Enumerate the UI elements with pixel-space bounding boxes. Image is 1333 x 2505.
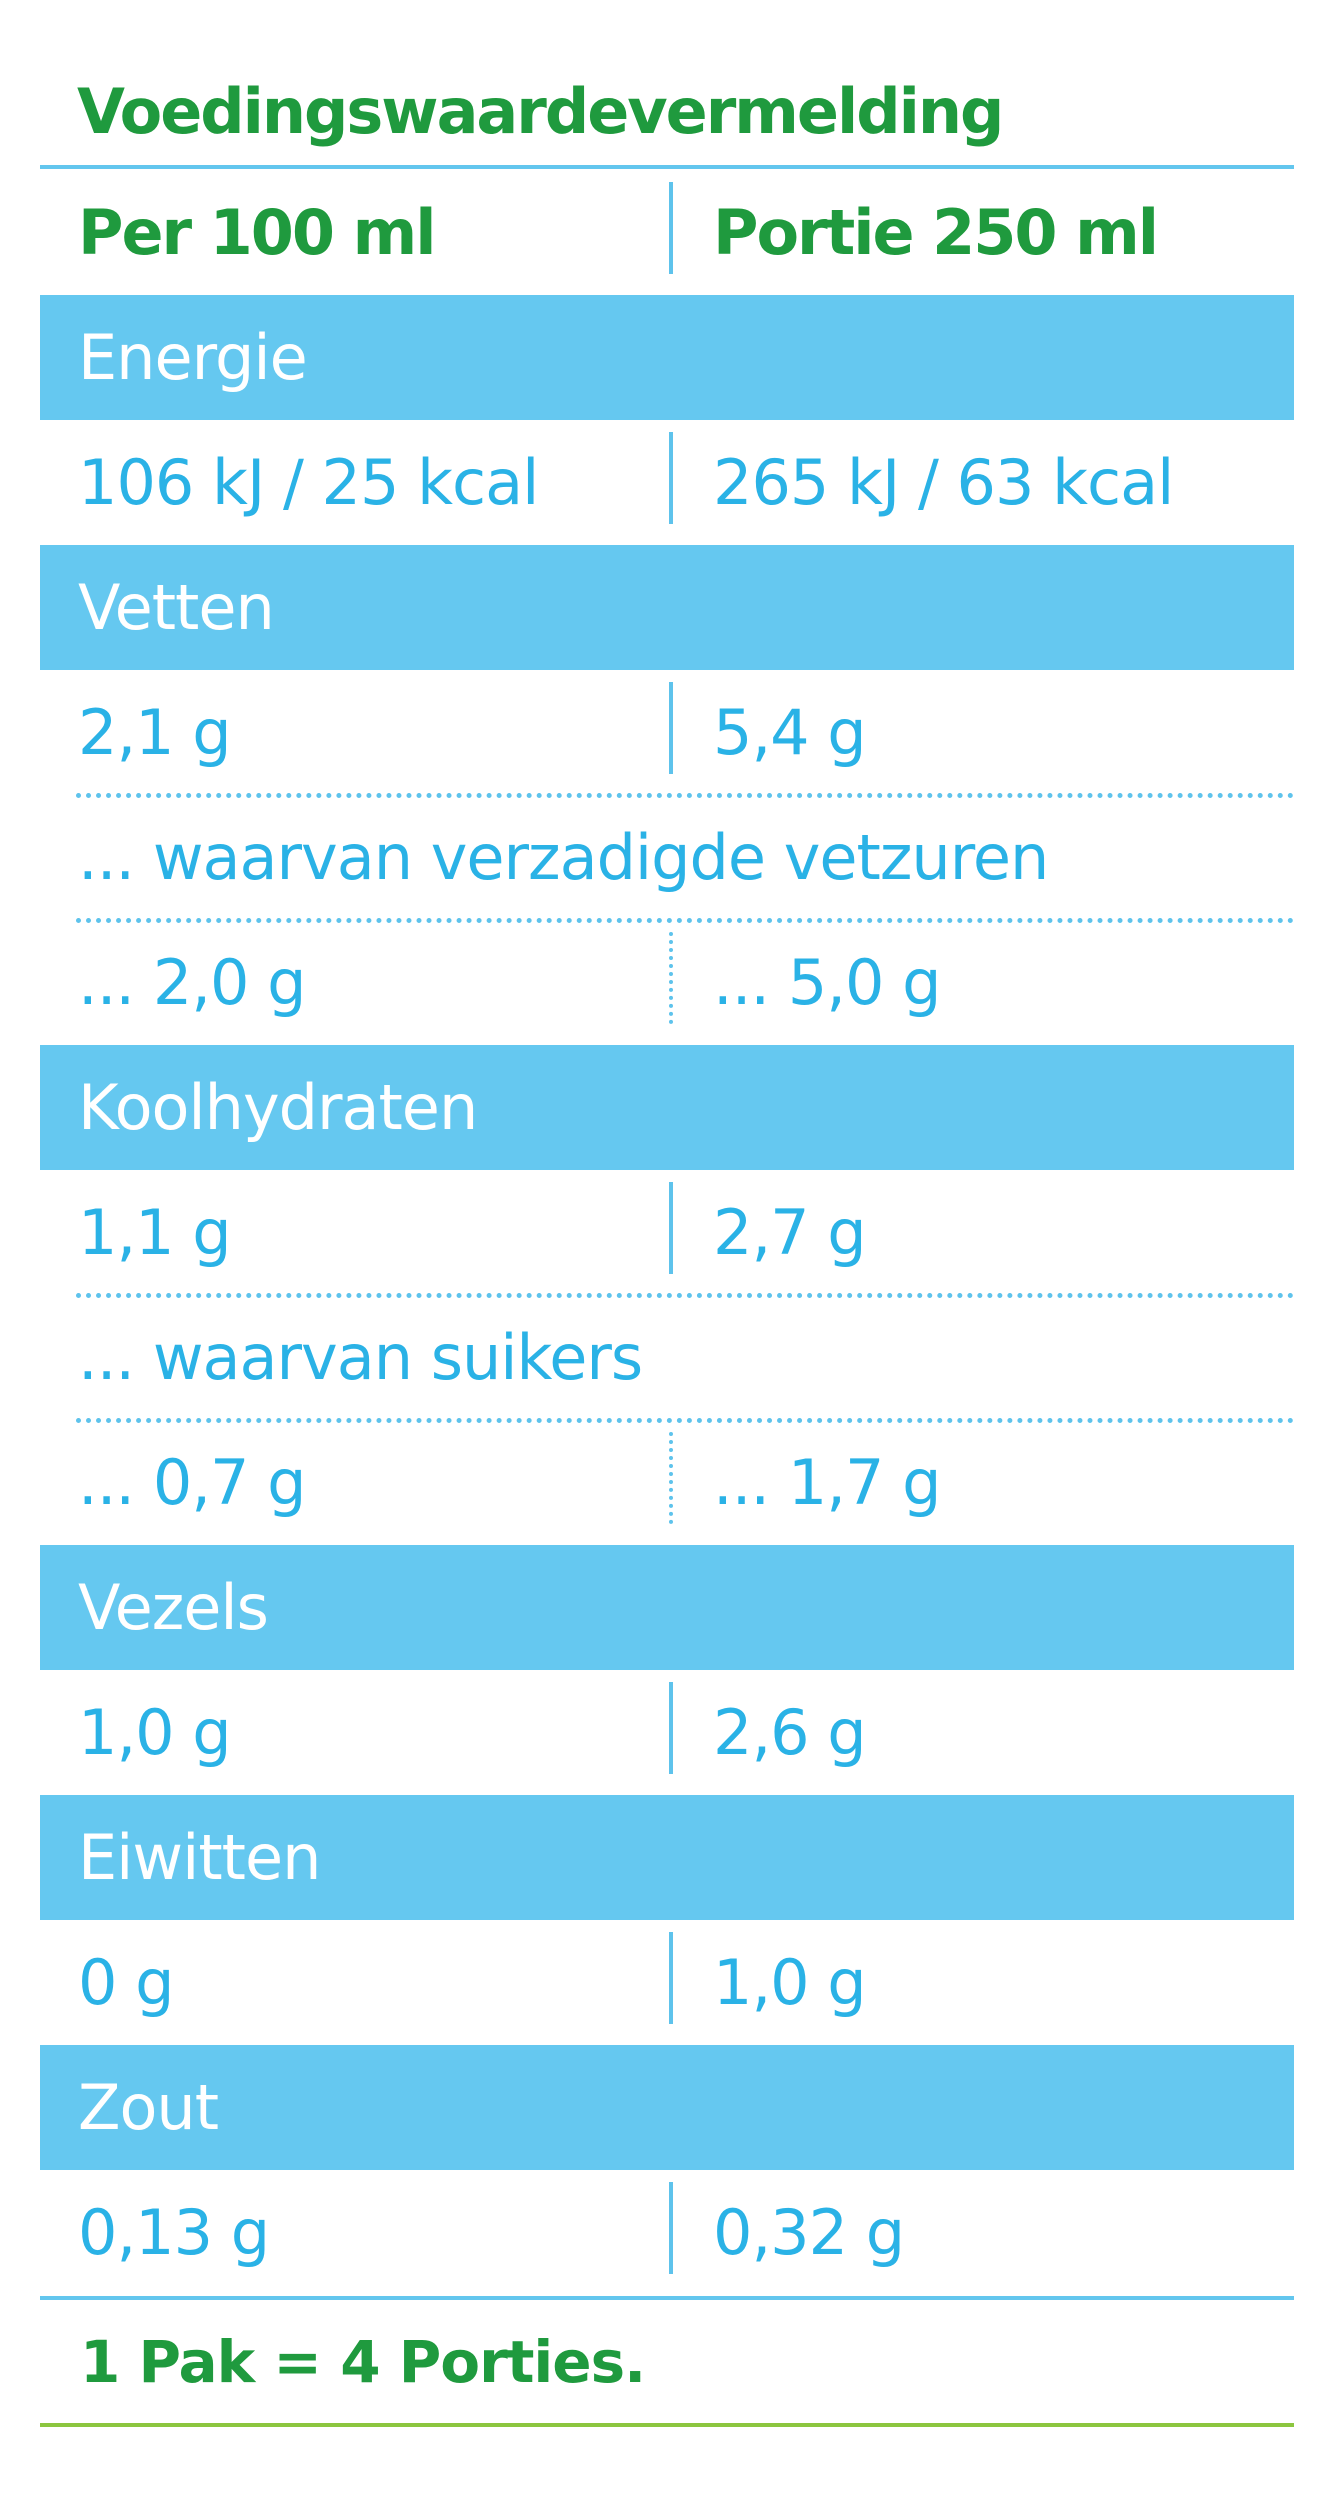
dotted-divider	[76, 793, 1294, 798]
value-per-100ml: 1,0 g	[78, 1696, 232, 1769]
value-row-vetten: 2,1 g 5,4 g	[40, 670, 1294, 795]
value-per-100ml: ... 2,0 g	[78, 946, 306, 1019]
value-row-zout: 0,13 g 0,32 g	[40, 2170, 1294, 2295]
column-header-row: Per 100 ml Portie 250 ml	[40, 170, 1294, 295]
nutrient-band-koolhydraten: Koolhydraten	[40, 1045, 1294, 1170]
nutrient-label: Vetten	[78, 571, 275, 644]
nutrient-label: Energie	[78, 321, 308, 394]
dotted-divider	[76, 1293, 1294, 1298]
page-title: Voedingswaardevermelding	[77, 75, 1004, 148]
divider	[40, 165, 1294, 169]
nutrient-band-zout: Zout	[40, 2045, 1294, 2170]
bottom-divider	[40, 2423, 1294, 2427]
nutrient-label: Zout	[78, 2071, 219, 2144]
column-separator	[669, 682, 673, 774]
column-separator	[669, 1432, 673, 1524]
value-portion: 265 kJ / 63 kcal	[713, 446, 1174, 519]
value-portion: 2,7 g	[713, 1196, 867, 1269]
column-separator	[669, 1932, 673, 2024]
value-per-100ml: ... 0,7 g	[78, 1446, 306, 1519]
portion-note: 1 Pak = 4 Porties.	[80, 2328, 646, 2396]
nutrient-band-eiwitten: Eiwitten	[40, 1795, 1294, 1920]
value-row-energie: 106 kJ / 25 kcal 265 kJ / 63 kcal	[40, 420, 1294, 545]
sub-nutrient-label: ... waarvan verzadigde vetzuren	[78, 821, 1049, 894]
dotted-divider	[76, 918, 1294, 923]
value-row-eiwitten: 0 g 1,0 g	[40, 1920, 1294, 2045]
value-row-suikers: ... 0,7 g ... 1,7 g	[40, 1420, 1294, 1545]
value-portion: ... 5,0 g	[713, 946, 941, 1019]
divider	[40, 2296, 1294, 2300]
value-per-100ml: 0,13 g	[78, 2196, 270, 2269]
value-portion: ... 1,7 g	[713, 1446, 941, 1519]
nutrient-label: Koolhydraten	[78, 1071, 478, 1144]
value-per-100ml: 2,1 g	[78, 696, 232, 769]
value-portion: 1,0 g	[713, 1946, 867, 2019]
dotted-divider	[76, 1418, 1294, 1423]
value-portion: 5,4 g	[713, 696, 867, 769]
nutrient-band-vezels: Vezels	[40, 1545, 1294, 1670]
nutrient-label: Vezels	[78, 1571, 269, 1644]
nutrient-label: Eiwitten	[78, 1821, 321, 1894]
column-header-per-100ml: Per 100 ml	[78, 196, 437, 269]
value-per-100ml: 0 g	[78, 1946, 175, 2019]
column-header-portion: Portie 250 ml	[713, 196, 1159, 269]
sub-label-row-verzadigd: ... waarvan verzadigde vetzuren	[40, 795, 1294, 920]
sub-label-row-suikers: ... waarvan suikers	[40, 1295, 1294, 1420]
value-portion: 0,32 g	[713, 2196, 905, 2269]
nutrient-band-vetten: Vetten	[40, 545, 1294, 670]
nutrient-band-energie: Energie	[40, 295, 1294, 420]
value-row-vezels: 1,0 g 2,6 g	[40, 1670, 1294, 1795]
column-separator	[669, 182, 673, 274]
value-portion: 2,6 g	[713, 1696, 867, 1769]
column-separator	[669, 932, 673, 1024]
column-separator	[669, 1182, 673, 1274]
value-row-koolhydraten: 1,1 g 2,7 g	[40, 1170, 1294, 1295]
value-per-100ml: 106 kJ / 25 kcal	[78, 446, 539, 519]
sub-nutrient-label: ... waarvan suikers	[78, 1321, 643, 1394]
column-separator	[669, 1682, 673, 1774]
value-row-verzadigd: ... 2,0 g ... 5,0 g	[40, 920, 1294, 1045]
value-per-100ml: 1,1 g	[78, 1196, 232, 1269]
column-separator	[669, 2182, 673, 2274]
column-separator	[669, 432, 673, 524]
